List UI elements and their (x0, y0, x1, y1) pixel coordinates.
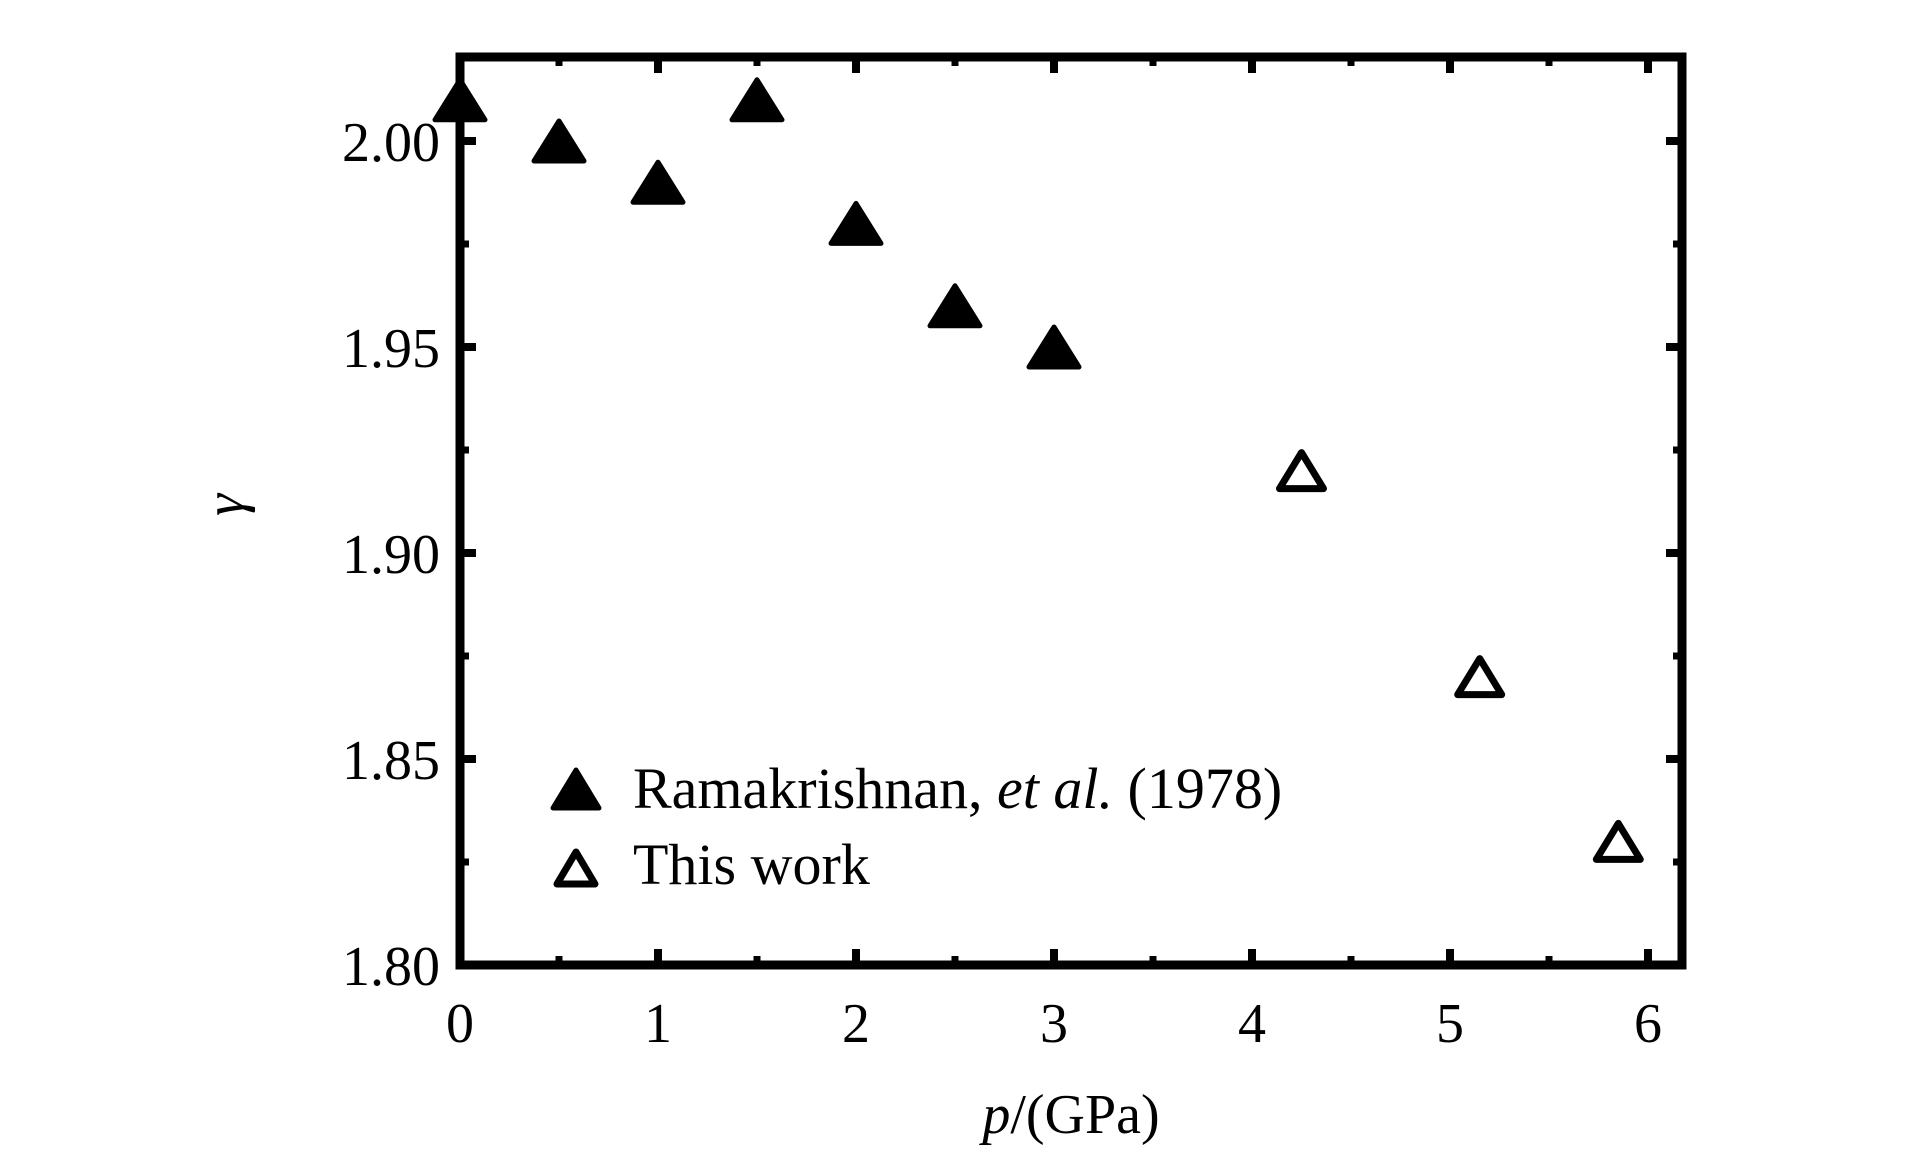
y-tick-label: 1.80 (342, 936, 440, 998)
legend-marker-ramakrishnan (550, 767, 602, 811)
y-tick-label: 1.90 (342, 524, 440, 586)
data-point-ramakrishnan (630, 159, 686, 205)
legend-marker-this-work (553, 848, 599, 888)
x-tick-label: 4 (1238, 993, 1266, 1055)
data-point-this-work (1454, 655, 1506, 699)
x-axis-label-unit: /(GPa) (1010, 1084, 1159, 1146)
x-tick-label: 6 (1634, 993, 1662, 1055)
data-point-ramakrishnan (927, 283, 983, 329)
y-tick-label: 1.85 (342, 730, 440, 792)
legend-label-ramakrishnan-etal: et al. (997, 756, 1113, 821)
data-point-ramakrishnan (729, 77, 785, 123)
y-tick-labels: 1.80 1.85 1.90 1.95 2.00 (342, 112, 440, 998)
x-tick-label: 2 (842, 993, 870, 1055)
data-point-ramakrishnan (1026, 324, 1082, 370)
x-tick-label: 0 (446, 993, 474, 1055)
data-point-this-work (1592, 819, 1644, 863)
x-axis-label: p/(GPa) (978, 1084, 1159, 1146)
data-point-this-work (1276, 449, 1327, 493)
legend-label-ramakrishnan-main: Ramakrishnan, (633, 756, 997, 821)
x-axis-label-variable: p (978, 1084, 1010, 1146)
data-point-ramakrishnan (531, 118, 587, 164)
y-tick-label: 2.00 (342, 112, 440, 174)
x-tick-label: 1 (644, 993, 672, 1055)
legend-label-this-work: This work (633, 832, 870, 897)
legend-label-ramakrishnan-year: (1978) (1113, 756, 1282, 821)
legend-label-ramakrishnan: Ramakrishnan, et al. (1978) (633, 756, 1282, 821)
x-tick-label: 3 (1040, 993, 1068, 1055)
y-tick-label: 1.95 (342, 318, 440, 380)
x-tick-label: 5 (1436, 993, 1464, 1055)
data-markers (432, 77, 1644, 863)
x-tick-labels: 0 1 2 3 4 5 6 (446, 993, 1662, 1055)
plot-frame (455, 52, 1687, 970)
y-axis-label: γ (194, 492, 256, 516)
data-point-ramakrishnan (828, 200, 884, 246)
legend: Ramakrishnan, et al. (1978) This work (550, 756, 1282, 897)
